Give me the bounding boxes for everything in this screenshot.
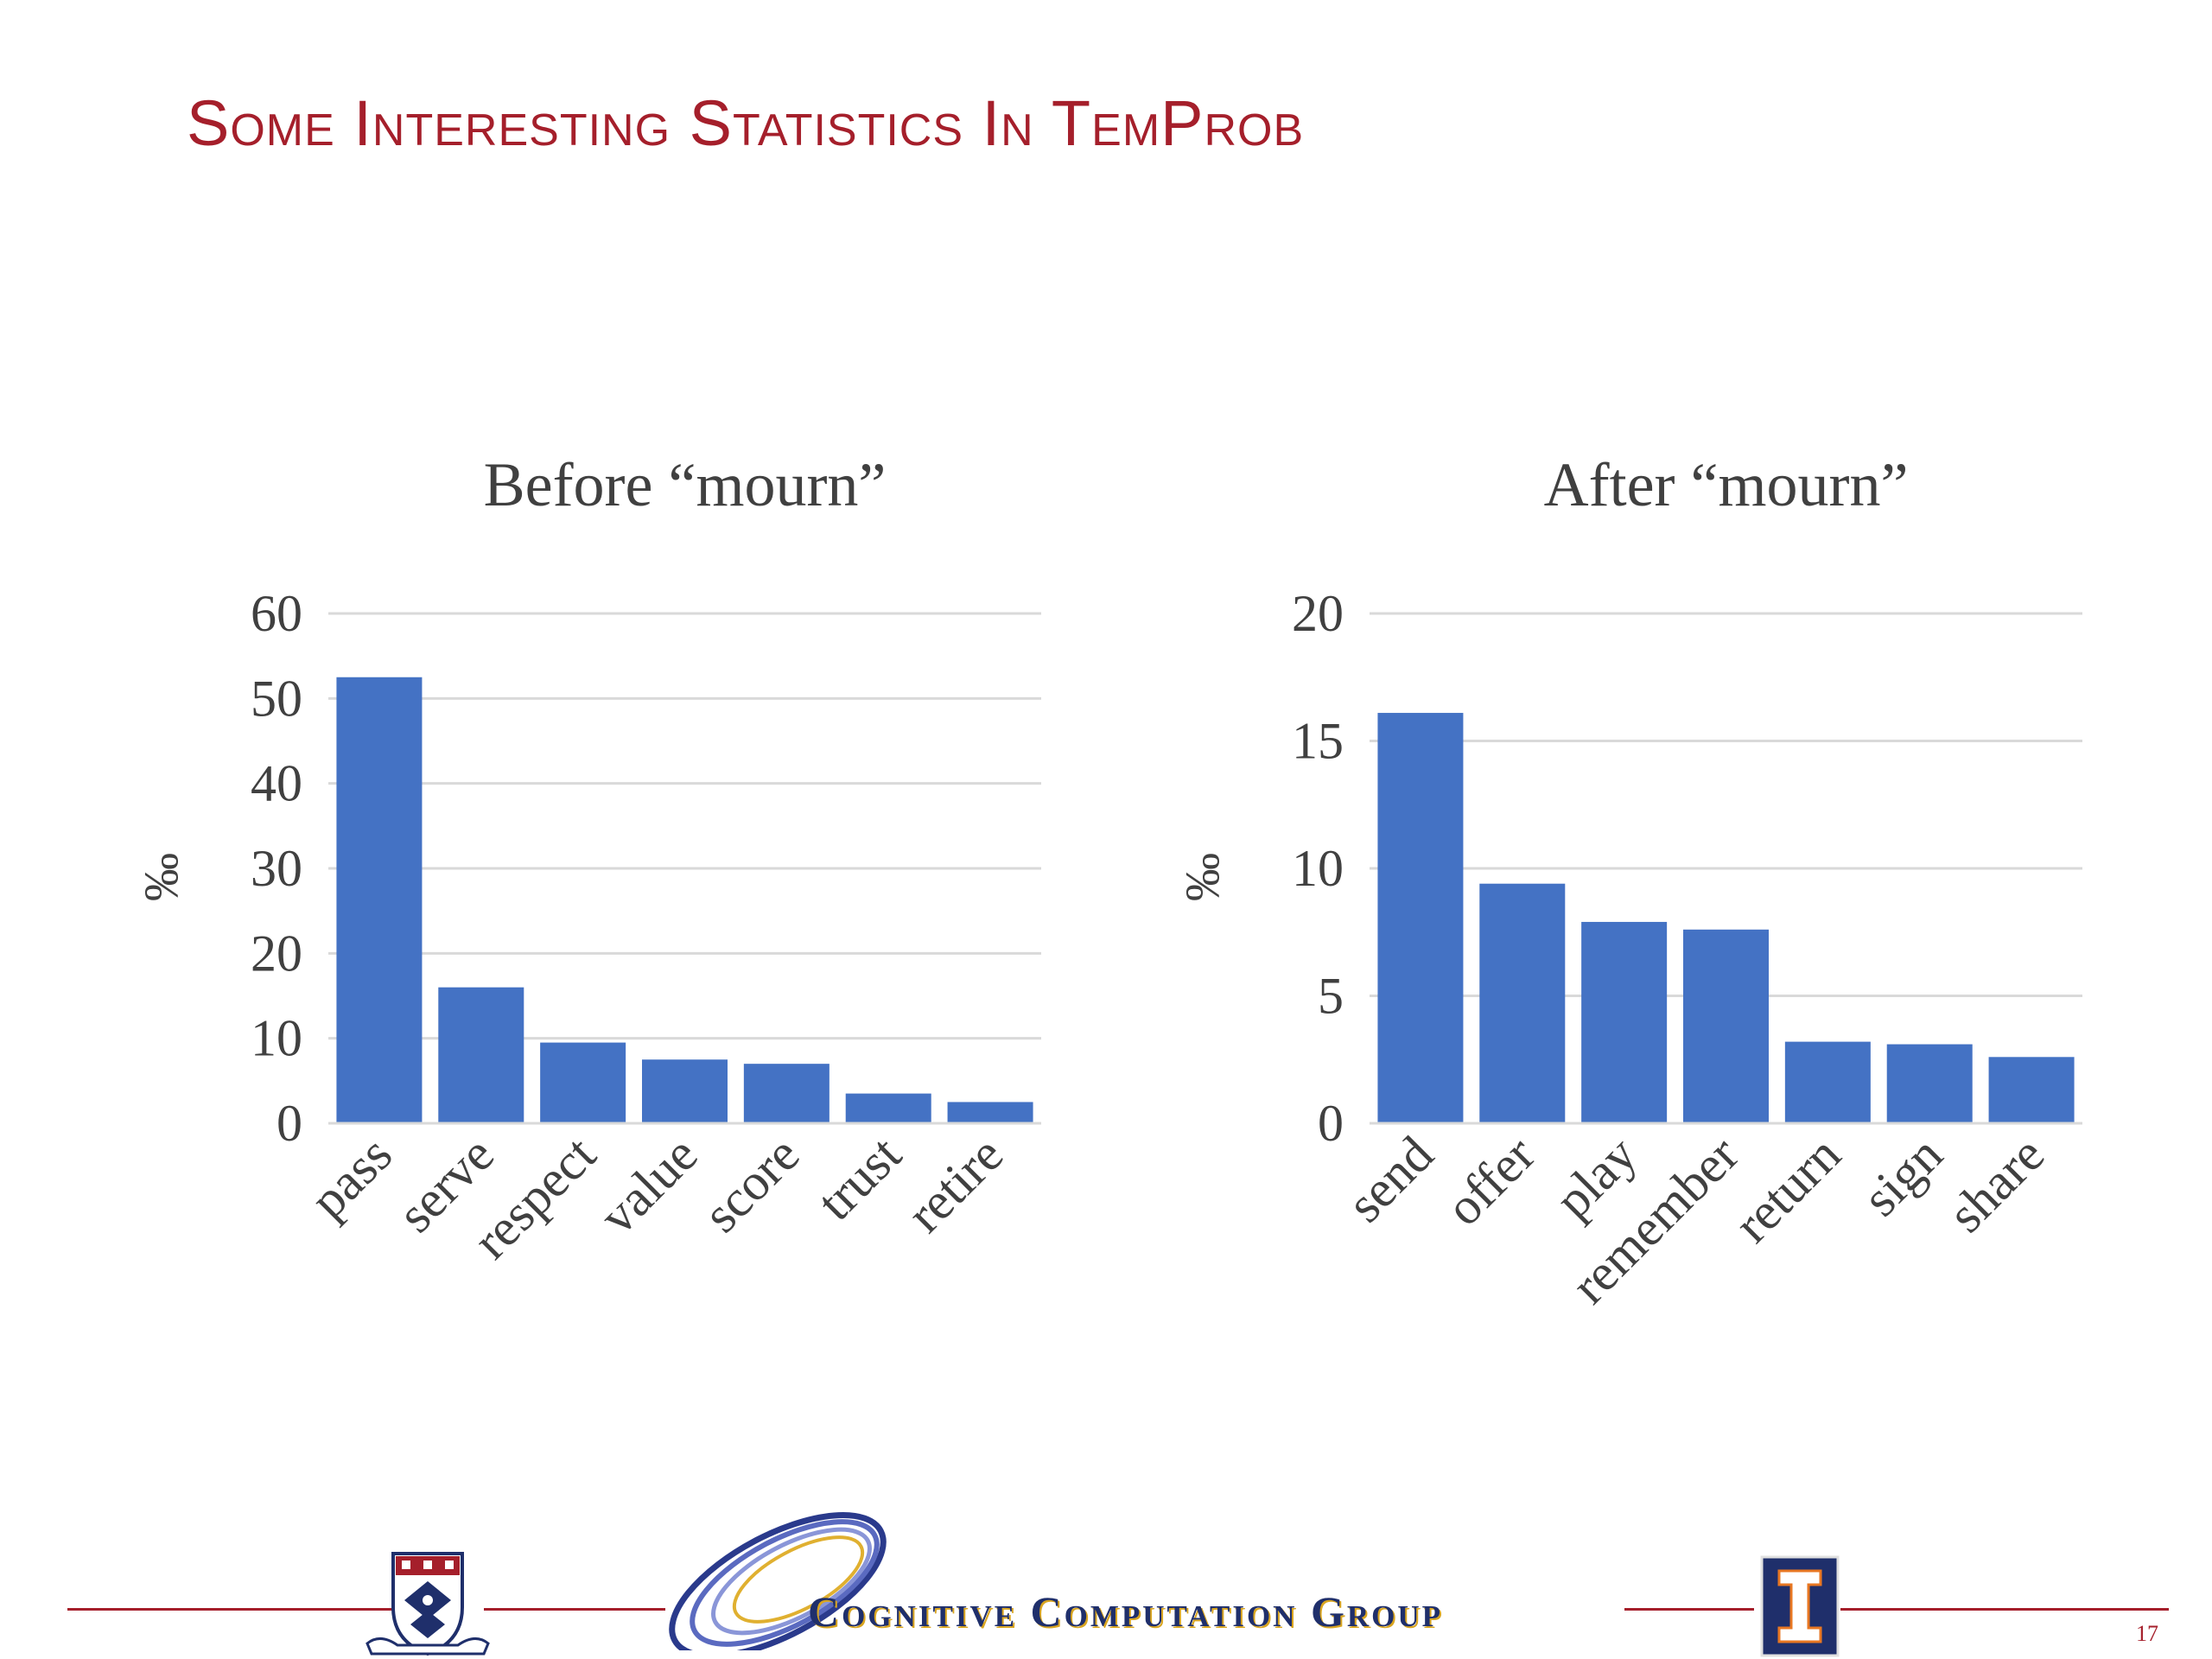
bar-sign <box>1886 1044 1973 1123</box>
x-tick-label-trust: trust <box>806 1125 912 1230</box>
y-tick-label: 40 <box>251 755 302 812</box>
bar-serve <box>438 987 524 1123</box>
bar-respect <box>540 1042 626 1123</box>
y-tick-label: 20 <box>1292 585 1344 642</box>
x-tick-label-offer: offer <box>1435 1126 1546 1236</box>
y-tick-label: 15 <box>1292 713 1344 770</box>
y-tick-label: 30 <box>251 840 302 897</box>
bar-share <box>1988 1057 2075 1123</box>
y-tick-label: 20 <box>251 925 302 982</box>
bar-play <box>1581 921 1668 1123</box>
chart-before-mourn: Before “mourn”0102030405060‰passserveres… <box>135 450 1041 1269</box>
bar-score <box>743 1064 830 1123</box>
y-tick-label: 0 <box>1318 1095 1344 1152</box>
y-tick-label: 10 <box>251 1010 302 1067</box>
ccg-swirl-logo <box>669 1512 887 1650</box>
x-tick-label-share: share <box>1937 1126 2055 1243</box>
x-tick-label-sign: sign <box>1852 1126 1953 1227</box>
footer-divider-right <box>1624 1608 1754 1611</box>
x-tick-label-send: send <box>1337 1126 1444 1233</box>
bar-pass <box>336 677 423 1123</box>
chart-title: After “mourn” <box>1544 450 1909 519</box>
bar-retire <box>947 1102 1033 1123</box>
y-tick-label: 5 <box>1318 968 1344 1025</box>
x-tick-label-return: return <box>1724 1126 1852 1254</box>
footer-divider-far-right <box>1840 1608 2169 1611</box>
y-tick-label: 0 <box>276 1095 302 1152</box>
bar-offer <box>1479 883 1566 1123</box>
x-tick-label-retire: retire <box>896 1126 1014 1243</box>
illinois-block-i-logo <box>1760 1555 1840 1657</box>
y-axis-label: ‰ <box>135 853 188 901</box>
slide-title: Some Interesting Statistics In TemProb <box>187 87 1305 159</box>
x-tick-label-value: value <box>588 1126 709 1246</box>
footer-divider-left <box>67 1608 396 1611</box>
penn-shield-logo <box>365 1552 490 1656</box>
group-name-wordmark: Cognitive Computation Group <box>808 1587 1443 1636</box>
bar-remember <box>1683 929 1769 1123</box>
x-tick-label-score: score <box>692 1126 810 1243</box>
y-tick-label: 60 <box>251 585 302 642</box>
page-number: 17 <box>2136 1621 2158 1646</box>
bar-return <box>1784 1041 1871 1123</box>
bar-trust <box>845 1093 931 1123</box>
x-tick-label-pass: pass <box>299 1126 403 1230</box>
bar-send <box>1377 713 1464 1123</box>
footer-divider-middle <box>484 1608 665 1611</box>
bar-value <box>642 1059 728 1123</box>
chart-title: Before “mourn” <box>484 450 887 519</box>
y-tick-label: 50 <box>251 670 302 727</box>
chart-after-mourn: After “mourn”05101520‰sendofferplayremem… <box>1176 450 2082 1314</box>
y-tick-label: 10 <box>1292 840 1344 897</box>
y-axis-label: ‰ <box>1176 853 1230 901</box>
